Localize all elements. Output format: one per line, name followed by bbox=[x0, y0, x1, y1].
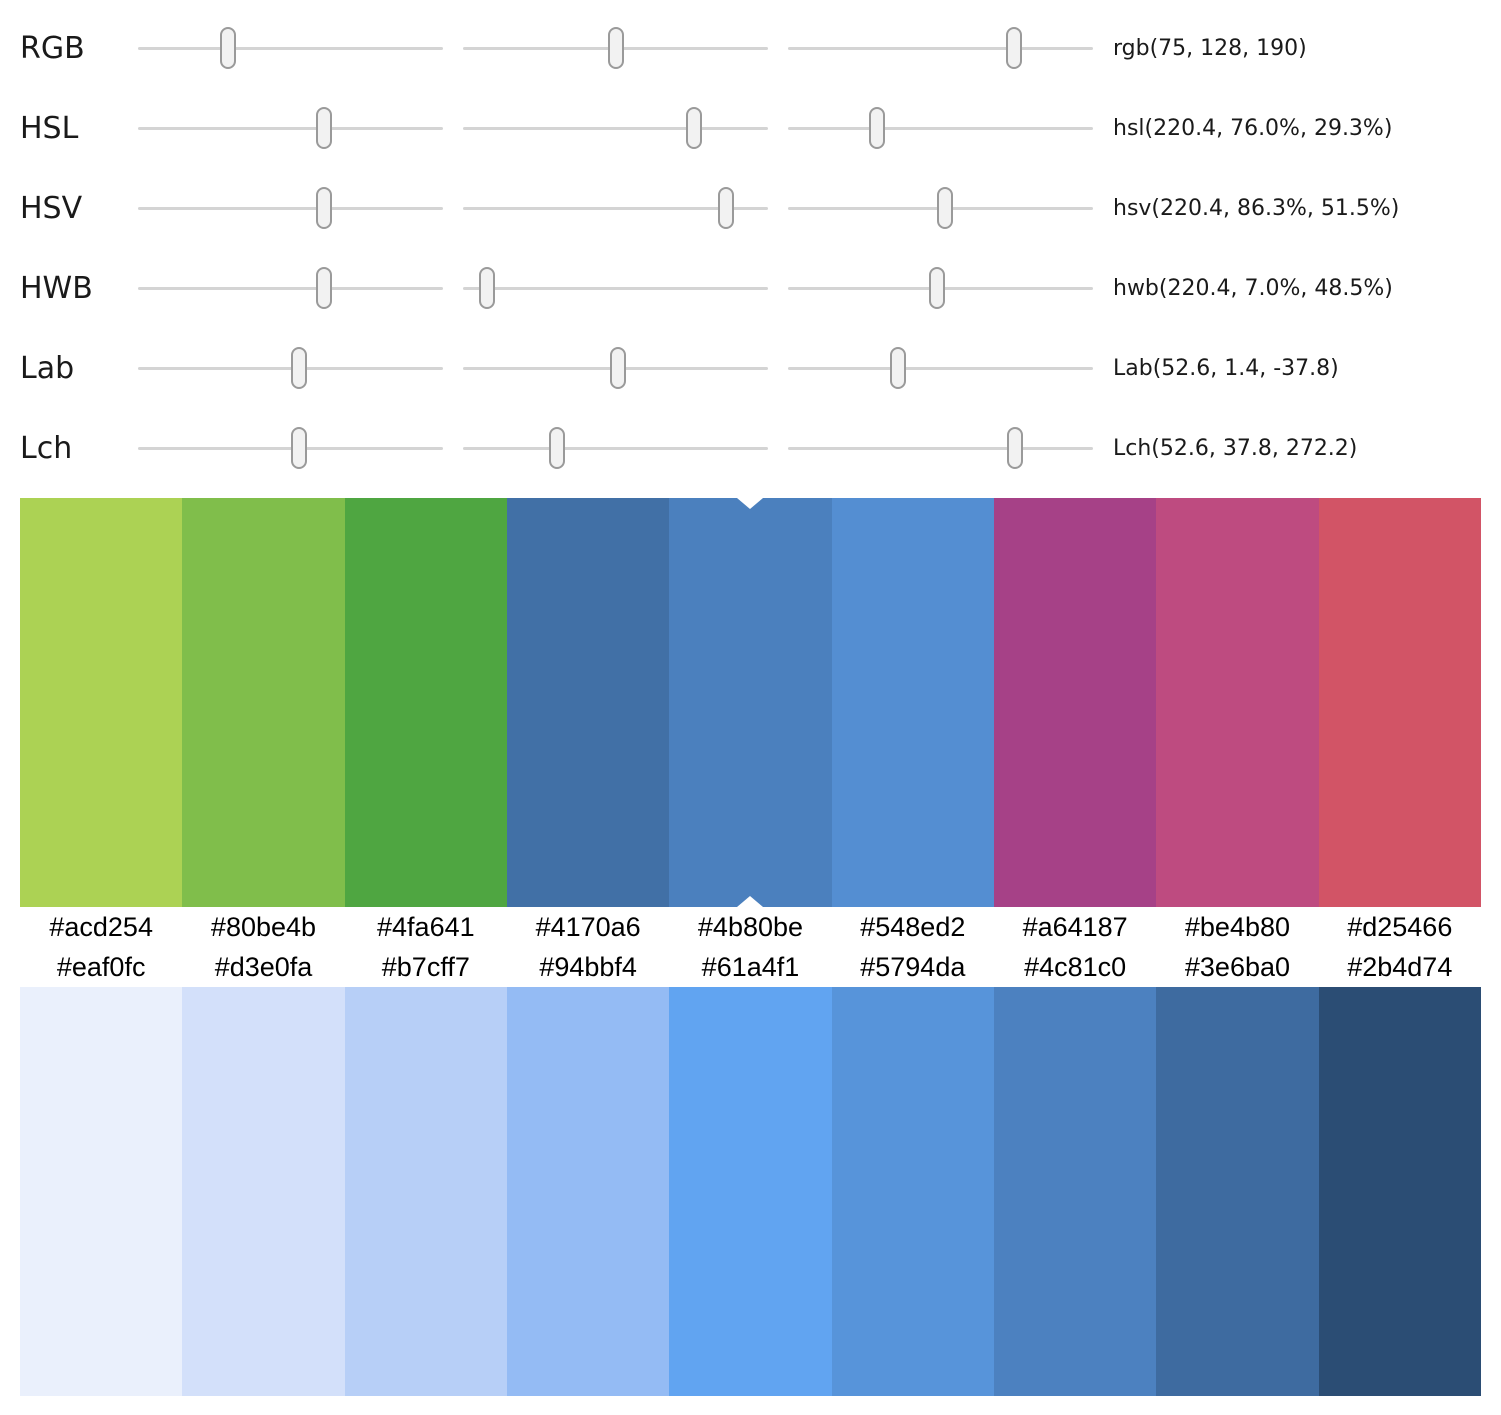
color-value-text: hwb(220.4, 7.0%, 48.5%) bbox=[1113, 275, 1393, 301]
slider-row-label: RGB bbox=[20, 30, 85, 66]
slider-thumb[interactable] bbox=[928, 267, 945, 309]
slider-track[interactable] bbox=[788, 267, 1093, 309]
slider-track[interactable] bbox=[463, 107, 768, 149]
slider-track[interactable] bbox=[138, 27, 443, 69]
swatch-hex-label: #80be4b bbox=[210, 911, 317, 942]
slider-track[interactable] bbox=[138, 347, 443, 389]
slider-track[interactable] bbox=[788, 107, 1093, 149]
slider-row-hsv: HSV hsv(220.4, 86.3%, 51.5%) bbox=[20, 168, 1501, 248]
palette-swatch[interactable] bbox=[993, 498, 1157, 907]
slider-row-hsl: HSL hsl(220.4, 76.0%, 29.3%) bbox=[20, 88, 1501, 168]
palette-swatch[interactable] bbox=[182, 498, 345, 907]
selected-color-marker-top-icon bbox=[737, 498, 764, 509]
swatch-hex-label: #4170a6 bbox=[535, 911, 641, 942]
swatch-hex-label: #b7cff7 bbox=[381, 951, 470, 982]
swatch-hex-label: #2b4d74 bbox=[1347, 951, 1453, 982]
slider-thumb[interactable] bbox=[937, 187, 954, 229]
swatch-hex-label: #3e6ba0 bbox=[1184, 951, 1291, 982]
slider-thumb[interactable] bbox=[548, 427, 565, 469]
palette-swatch[interactable] bbox=[669, 987, 832, 1396]
slider-row-hwb: HWB hwb(220.4, 7.0%, 48.5%) bbox=[20, 248, 1501, 328]
palette-swatch[interactable] bbox=[1156, 498, 1319, 907]
swatch-hex-label: #4b80be bbox=[697, 911, 804, 942]
slider-thumb[interactable] bbox=[717, 187, 734, 229]
palette-swatch[interactable] bbox=[20, 498, 183, 907]
harmony-palette bbox=[20, 498, 1481, 907]
swatch-hex-label: #94bbf4 bbox=[539, 951, 637, 982]
scale-hex-labels: #eaf0fc #d3e0fa #b7cff7 #94bbf4 #61a4f1 #5794… bbox=[20, 947, 1481, 987]
palette-swatch[interactable] bbox=[20, 987, 183, 1396]
slider-track[interactable] bbox=[463, 427, 768, 469]
palette-swatch[interactable] bbox=[506, 987, 670, 1396]
slider-thumb[interactable] bbox=[609, 347, 626, 389]
palette-swatch[interactable] bbox=[1156, 987, 1319, 1396]
swatch-hex-label: #be4b80 bbox=[1184, 911, 1291, 942]
slider-thumb[interactable] bbox=[290, 427, 307, 469]
slider-thumb[interactable] bbox=[316, 107, 333, 149]
swatch-hex-label: #4fa641 bbox=[377, 911, 475, 942]
slider-track[interactable] bbox=[788, 347, 1093, 389]
slider-row-lab: Lab Lab(52.6, 1.4, -37.8) bbox=[20, 328, 1501, 408]
swatch-hex-label: #a64187 bbox=[1022, 911, 1128, 942]
slider-track[interactable] bbox=[138, 107, 443, 149]
color-value-text: Lch(52.6, 37.8, 272.2) bbox=[1113, 435, 1358, 461]
slider-thumb[interactable] bbox=[290, 347, 307, 389]
swatch-hex-label: #acd254 bbox=[49, 911, 153, 942]
palette-swatch[interactable] bbox=[993, 987, 1157, 1396]
slider-track[interactable] bbox=[138, 267, 443, 309]
slider-thumb[interactable] bbox=[219, 27, 236, 69]
slider-track[interactable] bbox=[788, 27, 1093, 69]
palette-swatch[interactable] bbox=[182, 987, 345, 1396]
palette-swatch[interactable] bbox=[1318, 498, 1481, 907]
palette-swatch[interactable] bbox=[506, 498, 670, 907]
slider-thumb[interactable] bbox=[869, 107, 886, 149]
slider-thumb[interactable] bbox=[1005, 27, 1022, 69]
scale-palette bbox=[20, 987, 1481, 1396]
swatch-hex-label: #61a4f1 bbox=[701, 951, 800, 982]
color-value-text: hsl(220.4, 76.0%, 29.3%) bbox=[1113, 115, 1393, 141]
slider-row-label: HSV bbox=[20, 190, 83, 226]
slider-row-label: Lab bbox=[20, 350, 75, 386]
swatch-hex-label: #eaf0fc bbox=[56, 951, 146, 982]
slider-thumb[interactable] bbox=[608, 27, 625, 69]
swatch-hex-label: #4c81c0 bbox=[1024, 951, 1127, 982]
palette-swatch[interactable] bbox=[831, 987, 994, 1396]
slider-track[interactable] bbox=[138, 187, 443, 229]
slider-thumb[interactable] bbox=[686, 107, 703, 149]
slider-track[interactable] bbox=[463, 267, 768, 309]
swatch-hex-label: #5794da bbox=[860, 951, 966, 982]
slider-track[interactable] bbox=[463, 27, 768, 69]
palette-swatch[interactable] bbox=[1318, 987, 1481, 1396]
slider-track[interactable] bbox=[788, 427, 1093, 469]
swatch-hex-label: #548ed2 bbox=[860, 911, 966, 942]
palette-swatch-selected[interactable] bbox=[669, 498, 832, 907]
palette-swatch[interactable] bbox=[344, 987, 507, 1396]
color-value-text: rgb(75, 128, 190) bbox=[1113, 35, 1307, 61]
palette-swatch[interactable] bbox=[831, 498, 994, 907]
slider-track[interactable] bbox=[138, 427, 443, 469]
slider-panel: RGB rgb(75, 128, 190) HSL hsl(220.4, 76.… bbox=[0, 0, 1501, 488]
swatch-hex-label: #d25466 bbox=[1347, 911, 1453, 942]
slider-row-label: HWB bbox=[20, 270, 93, 306]
slider-thumb[interactable] bbox=[889, 347, 906, 389]
swatch-hex-label: #d3e0fa bbox=[214, 951, 313, 982]
slider-track[interactable] bbox=[463, 187, 768, 229]
slider-row-lch: Lch Lch(52.6, 37.8, 272.2) bbox=[20, 408, 1501, 488]
slider-track[interactable] bbox=[463, 347, 768, 389]
slider-thumb[interactable] bbox=[478, 267, 495, 309]
palette-swatch[interactable] bbox=[344, 498, 507, 907]
color-value-text: hsv(220.4, 86.3%, 51.5%) bbox=[1113, 195, 1400, 221]
slider-thumb[interactable] bbox=[316, 187, 333, 229]
harmony-hex-labels: #acd254 #80be4b #4fa641 #4170a6 #4b80be #548e… bbox=[20, 907, 1481, 947]
slider-row-rgb: RGB rgb(75, 128, 190) bbox=[20, 8, 1501, 88]
slider-row-label: Lch bbox=[20, 430, 73, 466]
slider-thumb[interactable] bbox=[1006, 427, 1023, 469]
slider-track[interactable] bbox=[788, 187, 1093, 229]
selected-color-marker-bottom-icon bbox=[737, 896, 764, 907]
slider-thumb[interactable] bbox=[316, 267, 333, 309]
slider-row-label: HSL bbox=[20, 110, 79, 146]
color-value-text: Lab(52.6, 1.4, -37.8) bbox=[1113, 355, 1339, 381]
